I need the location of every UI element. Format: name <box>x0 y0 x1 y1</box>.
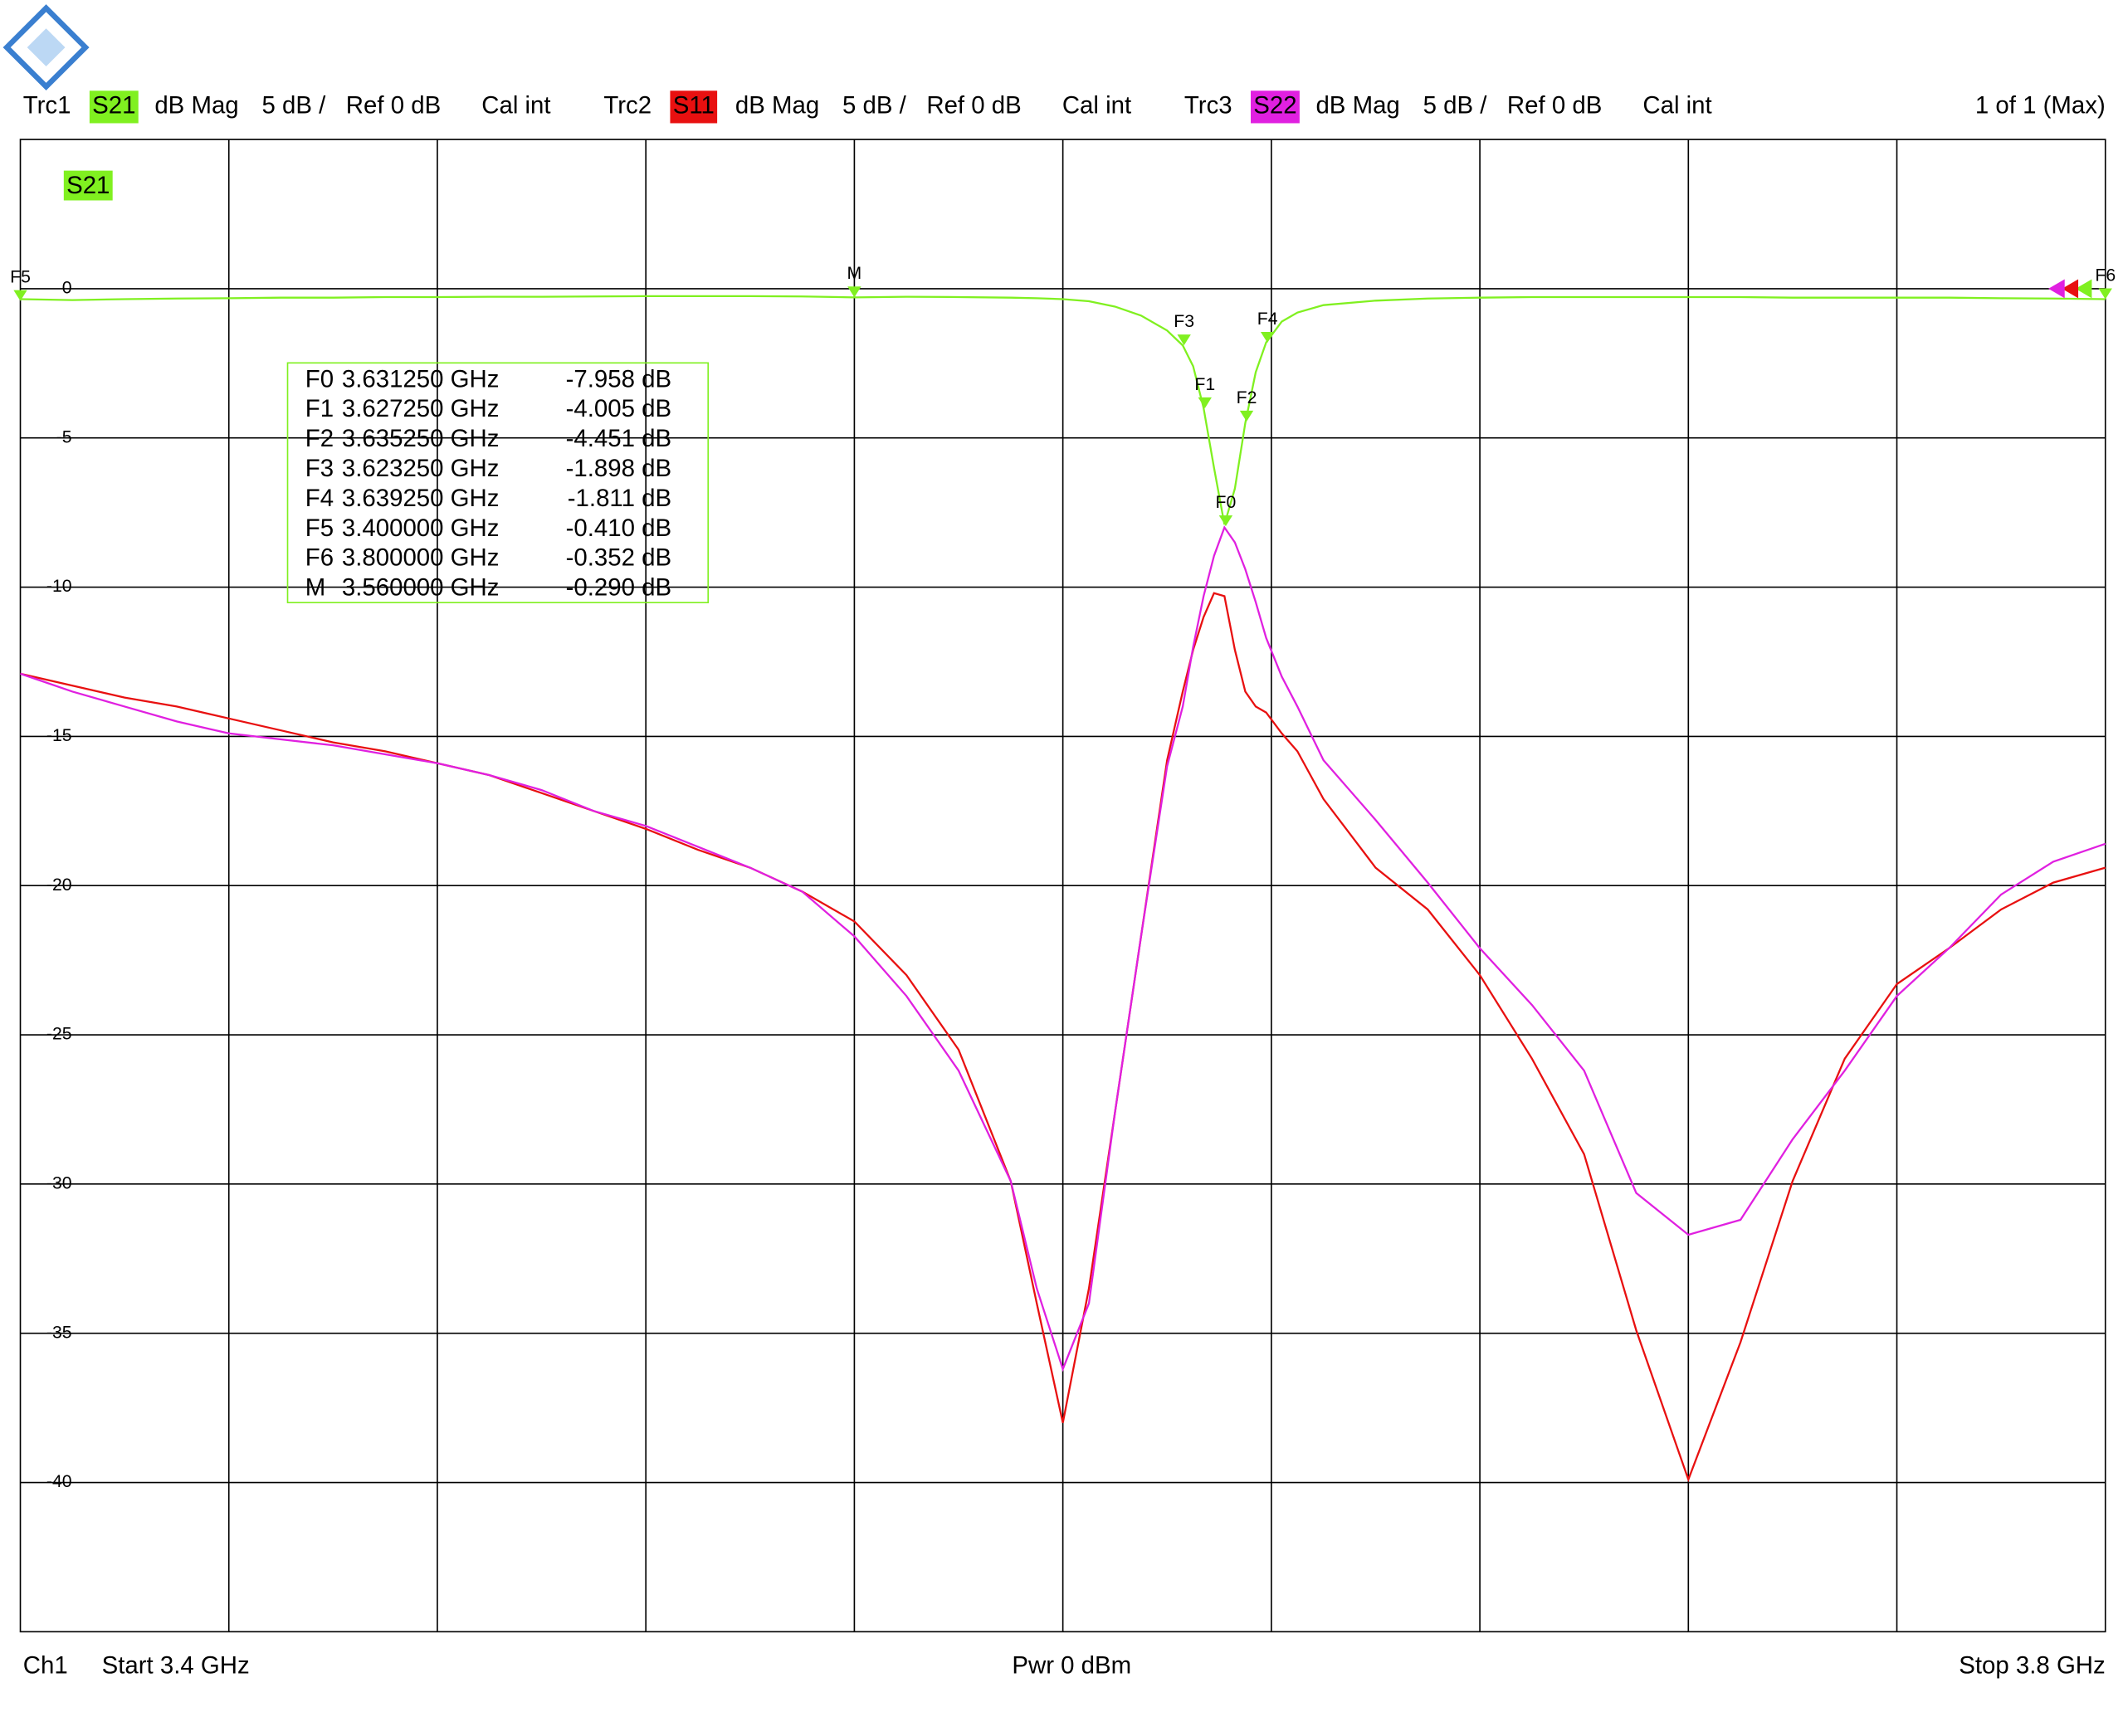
marker <box>1177 334 1191 346</box>
marker-label: F4 <box>1257 310 1278 329</box>
marker-frequency: 3.623250 GHz <box>342 455 500 482</box>
trace-cal: Cal int <box>1642 92 1711 119</box>
legend-swatch <box>1251 90 1300 124</box>
marker <box>1218 515 1233 527</box>
marker-name: F1 <box>305 395 334 422</box>
legend-label: S21 <box>92 92 135 119</box>
marker <box>13 290 27 301</box>
trace-scale: 5 dB / <box>842 92 907 119</box>
marker-level: -4.451 dB <box>566 425 671 452</box>
marker-table <box>286 362 710 603</box>
y-tick-label: -5 <box>56 427 72 446</box>
marker-frequency: 3.631250 GHz <box>342 365 500 393</box>
marker-name: F4 <box>305 485 334 512</box>
trace-format: dB Mag <box>1315 92 1399 119</box>
marker <box>1198 397 1212 408</box>
y-tick-label: -25 <box>46 1025 72 1044</box>
grid <box>20 139 2106 1632</box>
marker-name: F3 <box>305 455 334 482</box>
marker-label: F0 <box>1216 493 1237 512</box>
y-tick-label: -35 <box>46 1323 72 1342</box>
plot-area <box>20 295 2106 1483</box>
y-tick-label: -40 <box>46 1472 72 1491</box>
marker-frequency: 3.627250 GHz <box>342 395 500 422</box>
active-trace-label: S21 <box>66 172 110 199</box>
logo <box>2 4 90 91</box>
trace-scale: 5 dB / <box>261 92 326 119</box>
trace-arrow <box>2075 279 2092 299</box>
trace-arrow <box>2062 279 2079 299</box>
legend-swatch <box>670 90 718 124</box>
trace-id: Trc3 <box>1184 92 1232 119</box>
trace-ref: Ref 0 dB <box>1507 92 1602 119</box>
legend-label: S11 <box>673 92 715 119</box>
trace-cal: Cal int <box>1062 92 1131 119</box>
trace-format: dB Mag <box>154 92 238 119</box>
marker-frequency: 3.800000 GHz <box>342 544 500 572</box>
active-trace-swatch <box>63 170 113 201</box>
start-frequency: Start 3.4 GHz <box>102 1652 250 1680</box>
trace-scale: 5 dB / <box>1423 92 1488 119</box>
trace-id: Trc1 <box>23 92 71 119</box>
y-tick-label: -30 <box>46 1173 72 1192</box>
marker-level: -4.005 dB <box>566 395 671 422</box>
marker-level: -0.290 dB <box>566 574 671 602</box>
marker-name: M <box>305 574 326 602</box>
trace-arrow <box>2048 279 2065 299</box>
y-tick-label: 0 <box>62 279 72 298</box>
page-indicator: 1 of 1 (Max) <box>1975 92 2106 119</box>
marker-level: -1.898 dB <box>566 455 671 482</box>
channel: Ch1 <box>23 1652 68 1680</box>
marker-frequency: 3.635250 GHz <box>342 425 500 452</box>
marker <box>2098 288 2112 300</box>
marker-label: F2 <box>1237 388 1257 407</box>
trace-cal: Cal int <box>481 92 550 119</box>
trace-format: dB Mag <box>735 92 819 119</box>
y-tick-label: -15 <box>46 726 72 745</box>
marker <box>1260 331 1275 344</box>
marker-label: F5 <box>10 268 31 287</box>
marker-name: F0 <box>305 365 334 393</box>
trace-line <box>20 295 2106 525</box>
trace-ref: Ref 0 dB <box>926 92 1021 119</box>
trace-line <box>20 525 2106 1373</box>
legend-label: S22 <box>1253 92 1296 119</box>
trace-id: Trc2 <box>603 92 652 119</box>
marker-label: F1 <box>1194 375 1215 394</box>
trace-ref: Ref 0 dB <box>346 92 441 119</box>
stop-frequency: Stop 3.8 GHz <box>1959 1652 2105 1680</box>
marker-label: F3 <box>1174 312 1194 331</box>
marker-label: M <box>847 264 862 283</box>
marker-name: F2 <box>305 425 334 452</box>
marker <box>1239 410 1254 422</box>
marker-name: F5 <box>305 514 334 542</box>
legend-swatch <box>89 90 139 124</box>
power: Pwr 0 dBm <box>1012 1652 1131 1680</box>
marker-level: -1.811 dB <box>568 485 671 512</box>
marker-name: F6 <box>305 544 334 572</box>
marker-frequency: 3.639250 GHz <box>342 485 500 512</box>
y-tick-label: -10 <box>46 577 72 596</box>
y-tick-label: -20 <box>46 875 72 895</box>
marker-level: -7.958 dB <box>566 365 671 393</box>
marker-level: -0.410 dB <box>566 514 671 542</box>
marker-label: F6 <box>2095 266 2116 285</box>
marker <box>847 286 861 298</box>
marker-frequency: 3.400000 GHz <box>342 514 500 542</box>
marker-frequency: 3.560000 GHz <box>342 574 500 602</box>
marker-level: -0.352 dB <box>566 544 671 572</box>
